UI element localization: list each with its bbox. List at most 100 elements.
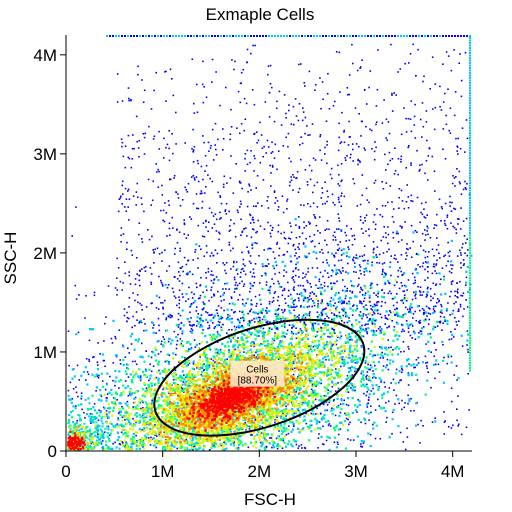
data-point [293,425,295,427]
data-point [325,359,327,361]
data-point [260,343,262,345]
data-point [256,357,259,360]
data-point [77,331,80,334]
data-point [317,323,320,326]
data-point [295,252,297,254]
data-point [359,302,361,304]
data-point [122,442,124,444]
data-point [391,320,393,322]
data-point [357,418,360,421]
data-point [347,418,349,421]
data-point [173,330,176,333]
data-point [166,404,169,407]
data-point [93,417,96,420]
data-point [316,427,319,430]
data-point [179,247,182,250]
data-point [181,446,184,449]
data-point [347,356,350,359]
data-point [199,432,202,435]
data-point [159,406,162,409]
data-point [179,384,182,387]
data-point [442,359,445,362]
data-point [169,428,172,431]
data-point [327,373,330,376]
data-point [161,369,164,372]
data-point [164,360,167,363]
data-point [190,445,193,448]
data-point [249,222,252,224]
data-point [435,359,438,362]
data-point [96,411,99,415]
data-point [426,255,429,258]
data-point [166,353,169,356]
data-point [187,418,191,422]
data-point [195,306,198,308]
data-point [72,388,75,390]
data-point [350,359,353,362]
data-point [243,270,245,272]
data-point [320,333,324,336]
data-point [107,425,110,428]
data-point [149,393,152,396]
data-point [237,359,240,362]
data-point [281,447,284,449]
data-point [246,298,249,301]
data-point [380,347,383,350]
data-point [383,352,387,356]
data-point [315,395,318,398]
data-point [212,371,215,374]
data-point [279,416,283,419]
data-point [119,410,123,414]
data-point [138,447,141,450]
data-point [348,302,351,305]
data-point [255,231,257,234]
data-point [407,373,410,376]
data-point [239,321,241,324]
data-point [142,413,145,416]
data-point [456,419,458,422]
data-point [444,254,447,257]
data-point [375,319,378,322]
data-point [366,371,369,373]
data-point [446,362,449,365]
data-point [392,231,394,234]
data-point [405,247,408,250]
data-point [271,407,274,410]
data-point [127,376,130,378]
data-point [163,431,166,433]
data-point [274,425,277,429]
data-point [288,356,291,359]
data-point [317,437,320,439]
data-point [337,433,340,436]
data-point [140,437,144,440]
data-point [327,392,330,395]
data-point [224,424,228,427]
data-point [390,382,392,384]
data-point [103,340,105,342]
data-point [266,433,270,436]
data-point [407,384,410,386]
data-point [129,446,133,449]
data-point [167,362,171,365]
data-point [278,343,281,346]
data-point [347,404,350,407]
data-point [409,324,411,326]
data-point [441,340,444,343]
data-point [372,256,375,259]
data-point [292,422,295,426]
data-point [166,403,169,406]
data-point [130,424,133,427]
data-point [359,338,362,341]
data-point [317,394,320,397]
data-point [119,414,122,417]
data-point [210,383,213,386]
data-point [362,440,366,443]
data-point [360,345,363,348]
data-point [254,333,257,336]
data-point [325,228,328,230]
data-point [400,315,404,318]
data-point [298,405,301,408]
data-point [114,370,117,373]
data-point [139,319,142,322]
data-point [293,412,296,414]
